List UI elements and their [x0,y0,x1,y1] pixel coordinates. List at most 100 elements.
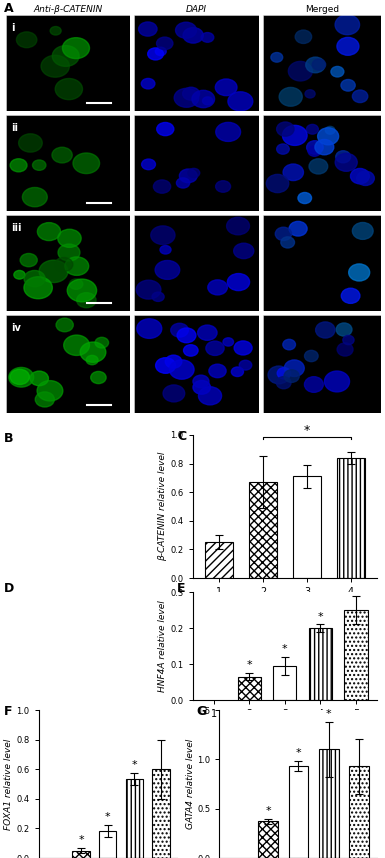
Circle shape [305,350,318,361]
Circle shape [306,124,318,134]
Circle shape [10,369,29,384]
Text: F: F [4,705,12,718]
Circle shape [336,323,352,336]
Circle shape [188,168,200,178]
Circle shape [308,146,321,156]
Circle shape [234,243,254,258]
Text: *: * [265,806,271,816]
Text: 3: 3 [74,595,78,601]
Circle shape [352,90,368,103]
Circle shape [193,375,209,388]
Circle shape [176,22,196,39]
Circle shape [141,78,155,89]
Circle shape [305,377,323,392]
Y-axis label: FOXA1 relative level: FOXA1 relative level [5,739,13,830]
Text: Merged: Merged [305,5,339,14]
Circle shape [305,90,315,98]
Circle shape [69,279,83,289]
Circle shape [288,62,312,81]
Text: 4: 4 [83,452,87,456]
Circle shape [80,342,106,362]
Text: HNF4A: HNF4A [172,615,196,620]
Circle shape [295,30,311,44]
Text: E: E [177,582,186,595]
Circle shape [284,360,304,377]
Circle shape [184,345,198,356]
Circle shape [14,270,25,279]
Text: *: * [282,644,288,654]
Circle shape [325,126,335,134]
Circle shape [148,48,163,60]
Text: A: A [4,2,13,15]
Circle shape [341,80,355,91]
Circle shape [179,169,197,183]
Text: 2: 2 [129,452,134,456]
Text: 3: 3 [148,452,152,456]
Circle shape [142,159,156,170]
Text: β-CATENIN: β-CATENIN [37,439,78,445]
Circle shape [50,27,61,35]
Circle shape [183,27,203,43]
Circle shape [231,367,243,377]
Circle shape [32,160,46,171]
Circle shape [160,245,171,254]
Bar [126,779,143,858]
Circle shape [198,387,222,405]
Text: *: * [105,812,110,822]
Text: Ladder: Ladder [0,439,22,444]
Text: *: * [296,748,301,758]
Text: 3: 3 [65,452,69,456]
Circle shape [350,168,369,184]
Bar [349,766,369,858]
Circle shape [73,153,100,173]
Circle shape [315,140,334,154]
Circle shape [337,38,359,55]
Circle shape [58,244,80,261]
Text: 1: 1 [28,452,32,456]
Circle shape [276,377,291,389]
Circle shape [275,227,291,240]
Bar [336,458,365,578]
Text: 4: 4 [166,452,171,456]
Text: *: * [78,836,84,845]
Text: B: B [4,432,13,445]
Circle shape [20,253,37,267]
Circle shape [352,222,373,239]
Text: G: G [196,705,207,718]
Bar [345,610,368,700]
Text: ii: ii [11,123,18,133]
Text: Anti-β-CATENIN: Anti-β-CATENIN [33,5,103,14]
Circle shape [152,292,164,301]
Bar [99,831,116,858]
Circle shape [277,122,294,136]
Text: C: C [177,430,186,443]
Circle shape [239,360,252,370]
Circle shape [283,164,303,180]
Y-axis label: β-CATENIN relative level: β-CATENIN relative level [159,452,167,561]
Circle shape [30,372,49,386]
Circle shape [151,226,175,245]
Circle shape [39,260,68,282]
Circle shape [357,171,374,185]
Bar [288,766,308,858]
Text: D: D [4,582,14,595]
Circle shape [349,264,370,281]
Circle shape [193,380,211,394]
Bar [238,677,261,700]
Circle shape [209,364,226,378]
Circle shape [266,174,289,193]
Text: iii: iii [11,223,22,233]
Circle shape [86,355,98,365]
Circle shape [182,88,199,100]
Circle shape [177,328,196,342]
Circle shape [157,37,173,50]
Circle shape [22,188,47,207]
Circle shape [337,343,353,356]
Circle shape [277,144,289,154]
Circle shape [277,367,291,379]
Circle shape [41,55,69,77]
Circle shape [192,90,214,108]
Circle shape [37,222,60,240]
Bar [258,821,278,858]
Text: GAPDH: GAPDH [172,681,198,686]
